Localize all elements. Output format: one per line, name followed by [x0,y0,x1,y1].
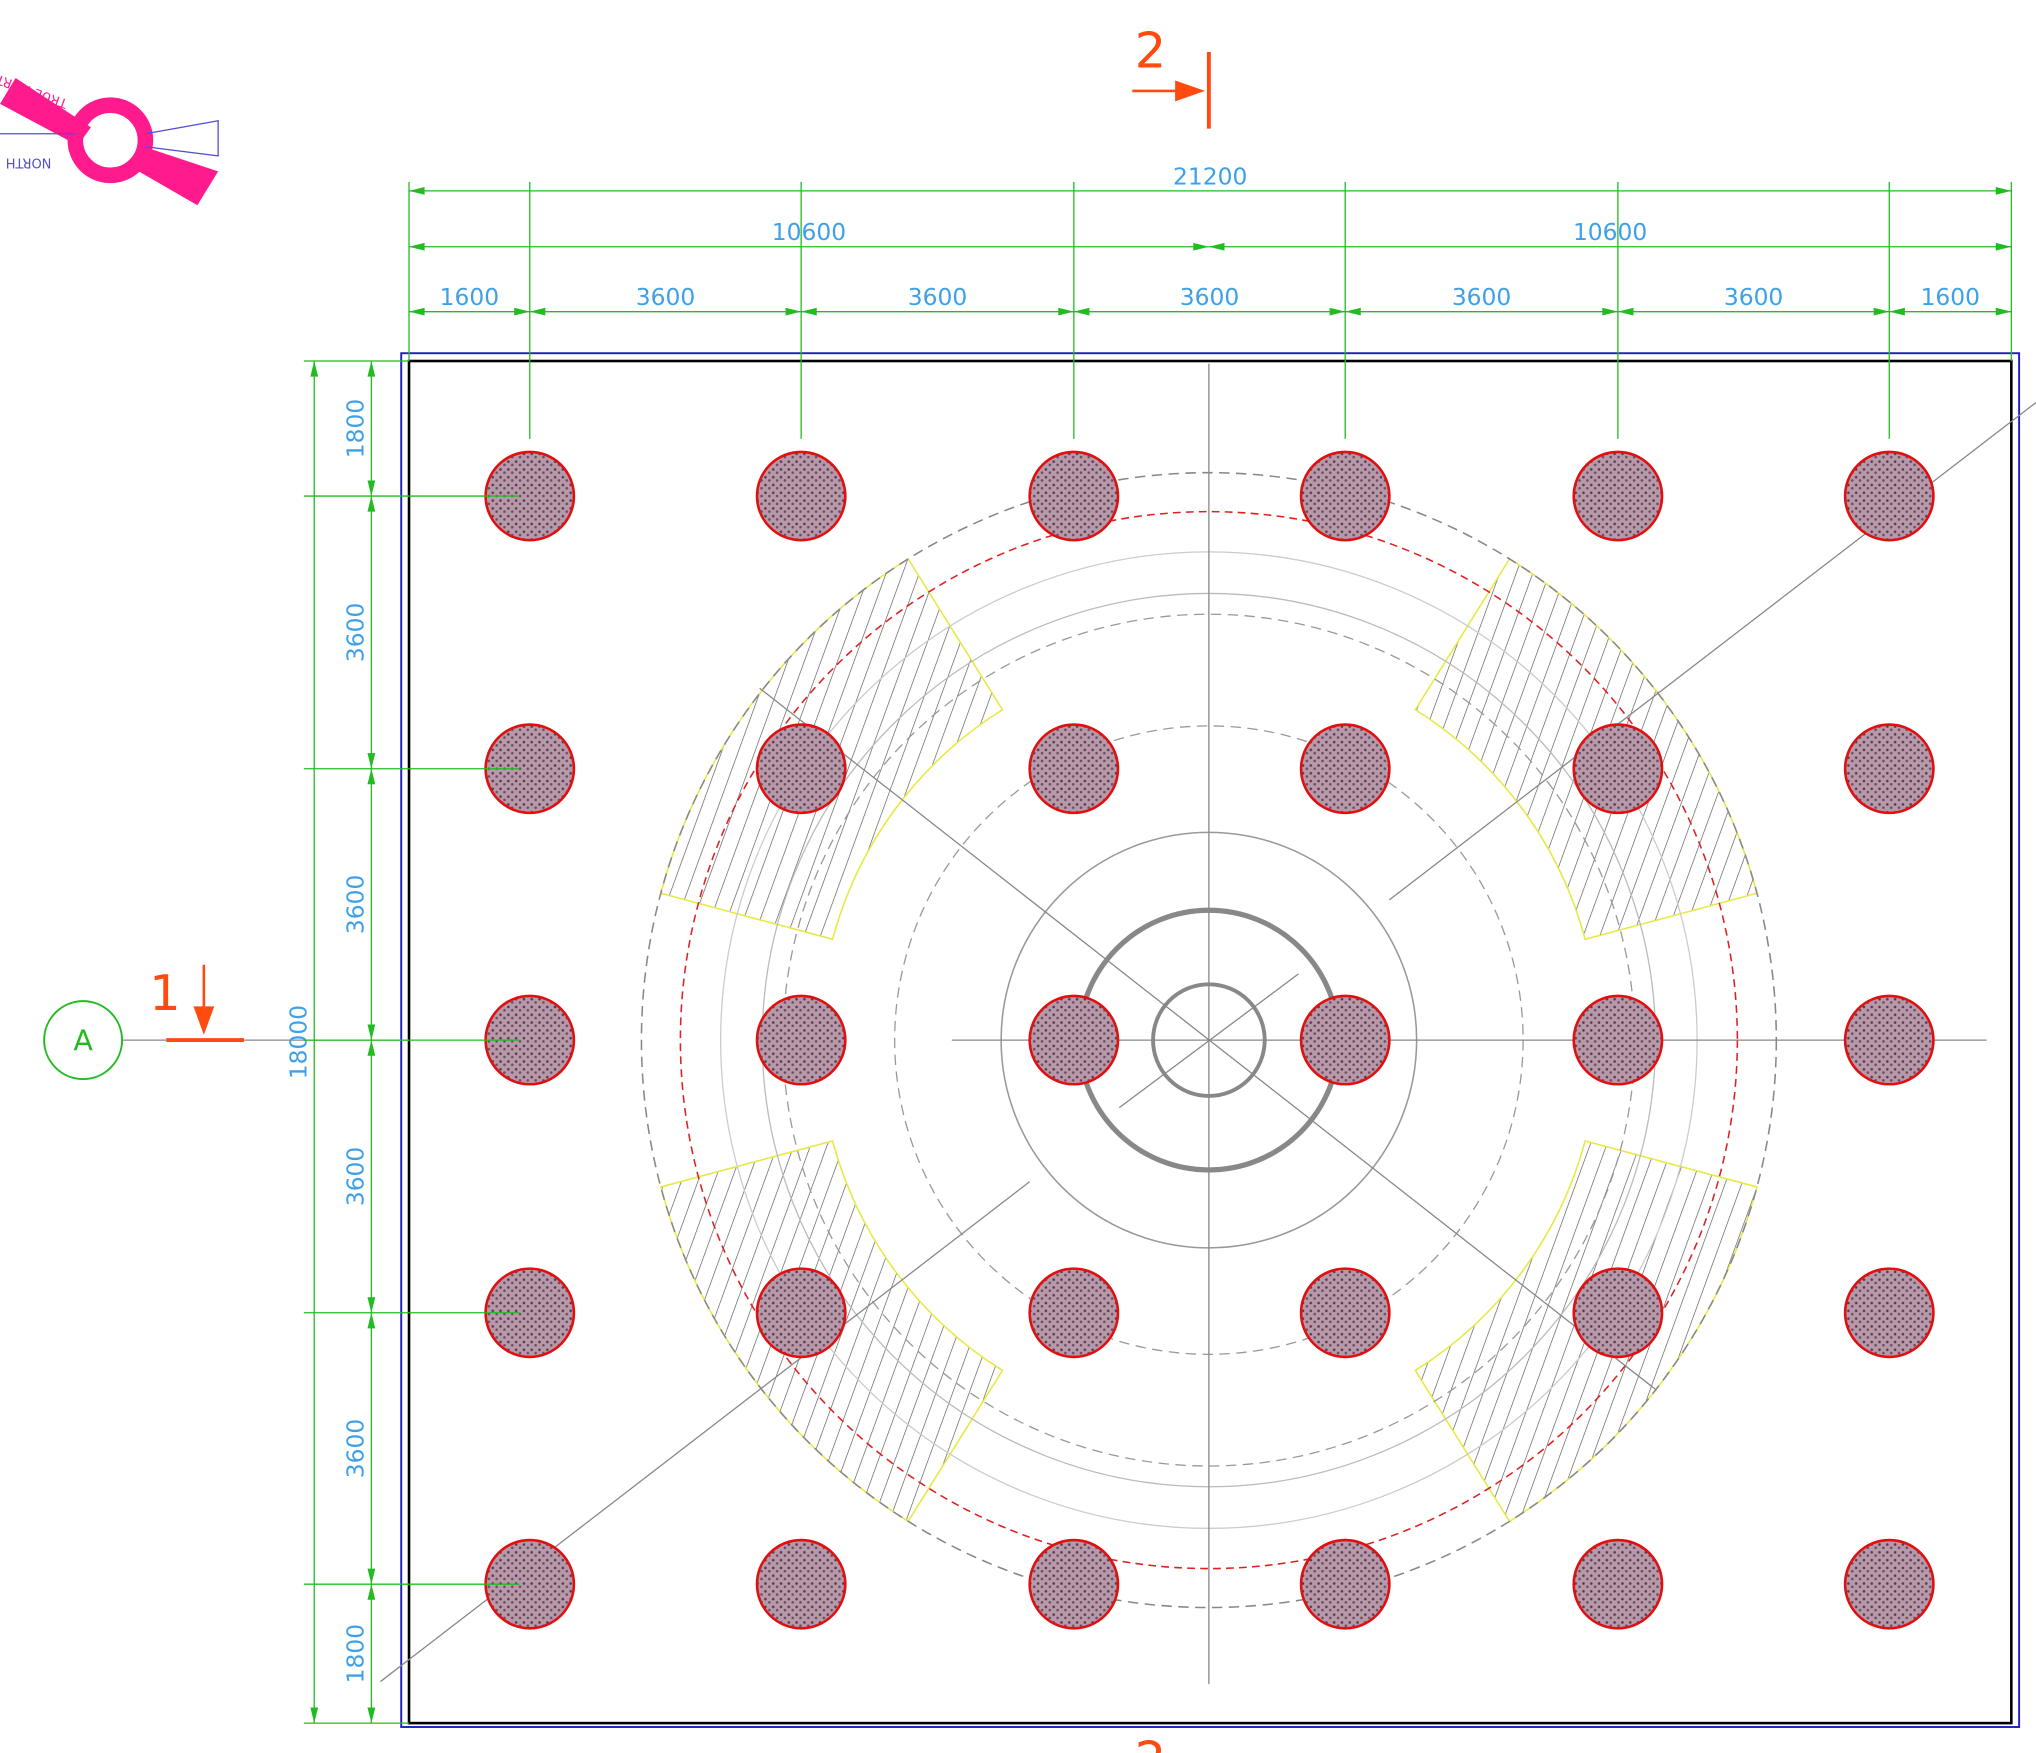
dim-arrow [310,361,319,377]
dim-label: 21200 [1173,162,1247,190]
pile [1028,1267,1120,1359]
section-label: 2 [1135,1730,1166,1753]
dim-label: 10600 [1573,218,1647,246]
pile [1028,450,1120,542]
section-label: 1 [149,964,180,1022]
section-label: 2 [1135,22,1166,80]
axis-line [759,687,1656,1390]
dim-arrow [1873,307,1890,316]
dim-label: 3600 [342,1419,370,1478]
dim-label: 1600 [1921,283,1980,311]
dim-label: 3600 [1452,283,1511,311]
pile [1843,994,1935,1086]
dim-arrow [1193,242,1209,251]
slab-outline [407,359,2013,1725]
pile [755,723,847,815]
dim-label: 1600 [440,283,499,311]
dim-arrow [367,1312,376,1329]
dim-label: 1800 [342,399,370,458]
dim-label: 3600 [1724,283,1783,311]
pile [1572,450,1664,542]
dim-arrow [1208,242,1225,251]
dim-arrow [529,307,546,316]
axis-line [1118,973,1299,1109]
pile [1843,1267,1935,1359]
dim-arrow [1995,242,2012,251]
dim-arrow [367,361,376,377]
dim-label: 18000 [284,1005,312,1079]
pile [1299,450,1391,542]
dim-arrow [1058,307,1074,316]
dim-arrow [409,187,425,195]
pile [1299,723,1391,815]
piles [484,450,1935,1630]
dim-arrow [367,480,376,497]
dim-arrow [367,753,376,769]
section-mark-top: 2 [1132,22,1211,129]
dim-label: 3600 [342,603,370,662]
dim-label: 3600 [1180,283,1239,311]
dim-arrow [1602,307,1618,316]
pile [755,450,847,542]
pile [1572,994,1664,1086]
pile [1843,723,1935,815]
section-mark-left: 1 [149,964,245,1043]
grid-label: A [73,1023,93,1057]
pile [1572,1538,1664,1630]
dim-label: 3600 [342,1147,370,1206]
dim-arrow [367,1707,376,1724]
pile [755,994,847,1086]
grid-bubble: A [43,1000,167,1081]
dim-label: 3600 [908,283,967,311]
pile [1843,1538,1935,1630]
pile [755,1267,847,1359]
dim-label: 3600 [342,875,370,934]
dim-arrow [367,1297,376,1313]
dimensions: 21200 10600 10600 1600 3600 3600 3600 3600 3600 1… [284,162,2012,1724]
pile [755,1538,847,1630]
dim-arrow [1329,307,1346,316]
dim-arrow [801,307,817,316]
dim-label: 1800 [342,1624,370,1683]
north-arrow: NORTH TRUE NORTH [0,68,219,206]
compass-inner-text: NORTH [6,154,52,169]
dim-arrow [367,496,376,512]
dim-arrow [1995,187,2012,195]
dim-arrow [367,1568,376,1585]
dim-arrow [367,1024,376,1041]
pile [1572,1267,1664,1359]
pile [1028,723,1120,815]
dim-arrow [409,307,425,316]
dim-label: 3600 [636,283,695,311]
dim-arrow [785,307,802,316]
pile [1572,723,1664,815]
pile [1028,1538,1120,1630]
dim-arrow [367,1584,376,1600]
dim-arrow [1073,307,1090,316]
dim-label: 10600 [772,218,846,246]
pile [1299,1538,1391,1630]
dim-arrow [1617,307,1634,316]
pile [1843,450,1935,542]
pile [1299,994,1391,1086]
dim-arrow [367,768,376,785]
dim-arrow [367,1040,376,1056]
dim-arrow [514,307,530,316]
dim-arrow [409,242,425,251]
dim-arrow [1345,307,1361,316]
dim-arrow [1995,307,2012,316]
dim-arrow [310,1707,319,1724]
dim-arrow [1889,307,1905,316]
pile [1299,1267,1391,1359]
pile [1028,994,1120,1086]
